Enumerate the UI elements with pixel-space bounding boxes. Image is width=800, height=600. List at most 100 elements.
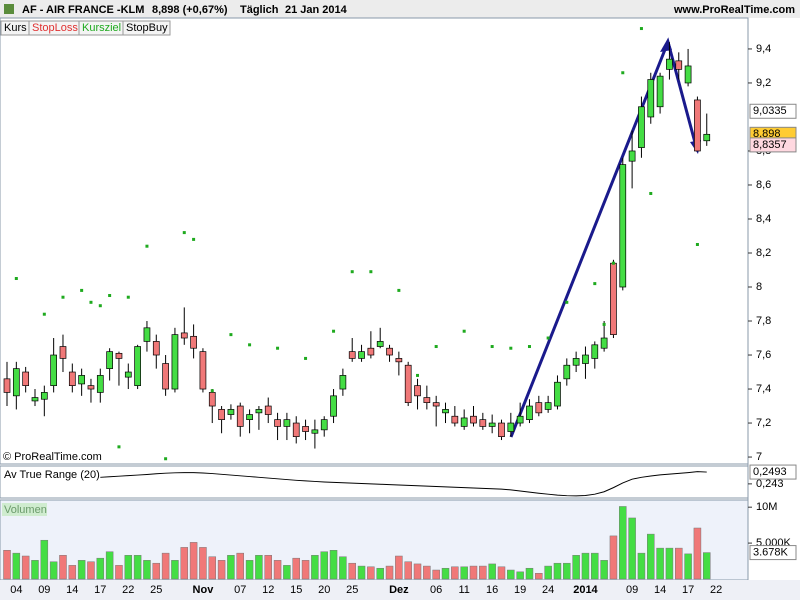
candle-body [302, 426, 309, 432]
kursziel-dot [276, 346, 280, 350]
candle-body [143, 327, 151, 342]
volume-bar [105, 551, 114, 580]
y-tick-label: 9,2 [756, 77, 771, 89]
volume-bar [609, 535, 618, 580]
x-tick-label: 07 [234, 584, 246, 596]
volume-bar [3, 550, 11, 580]
volume-bar [684, 553, 692, 580]
volume-bar [180, 547, 189, 580]
candle-body [78, 375, 85, 385]
volume-bar [572, 555, 580, 580]
volume-bar [376, 567, 384, 580]
candle-body [106, 351, 113, 369]
kursziel-dot [210, 389, 214, 393]
candle-body [320, 419, 328, 431]
candle-body [666, 58, 673, 70]
kursziel-dot [565, 300, 569, 304]
x-tick-label: 14 [654, 584, 666, 596]
value-marker-box [749, 464, 797, 480]
candle-body [190, 335, 197, 349]
volume-bar [395, 555, 403, 580]
kursziel-dot [350, 270, 354, 274]
x-tick-label: 04 [10, 584, 22, 596]
y-tick-label: 8,6 [756, 179, 771, 191]
y-tick-label: 8,2 [756, 247, 771, 259]
candle-body [554, 381, 561, 407]
kursziel-dot [117, 445, 121, 449]
kursziel-dot [42, 312, 46, 316]
candle-body [218, 409, 225, 420]
candle-body [628, 150, 636, 162]
volume-bar [469, 565, 478, 580]
volume-bar [31, 560, 39, 580]
volume-bar [497, 566, 506, 580]
candle-body [339, 375, 347, 390]
candle-body [423, 397, 431, 403]
value-marker-box [749, 137, 797, 153]
candle-body [414, 385, 421, 397]
button-label[interactable]: Kurs [4, 22, 27, 34]
kursziel-dot [108, 294, 112, 298]
volume-bar [553, 562, 562, 580]
volume-bar [367, 566, 375, 580]
y-tick-label: 10M [756, 501, 777, 513]
y-tick-label: 0,243 [756, 478, 784, 490]
y-tick-label: 8,4 [756, 213, 771, 225]
button[interactable] [122, 20, 171, 36]
x-tick-label: 25 [346, 584, 358, 596]
candle-body [180, 332, 188, 339]
value-marker-box [749, 103, 797, 119]
kursziel-dot [182, 231, 186, 235]
volume-bar [283, 565, 291, 580]
x-tick-label: 22 [710, 584, 722, 596]
value-marker-label: 8,898 [753, 128, 781, 140]
button-label[interactable]: StopLoss [32, 22, 78, 34]
kursziel-dot [98, 304, 102, 308]
volume-bar [637, 552, 646, 580]
button-label[interactable]: Kursziel [82, 22, 121, 34]
candle-body [488, 422, 496, 427]
volume-bar [563, 562, 571, 580]
candle-body [22, 371, 30, 386]
candle-body [255, 409, 263, 414]
volume-bar [292, 557, 300, 580]
volume-title: Volumen [4, 504, 47, 516]
volume-bar [96, 557, 105, 580]
volume-bar [619, 506, 627, 580]
kursziel-dot [509, 346, 513, 350]
volume-bar [628, 517, 636, 580]
y-tick-label: 7,6 [756, 349, 771, 361]
volume-title-box [2, 503, 47, 516]
candle-body [600, 337, 608, 349]
volume-bar [133, 555, 142, 580]
volume-bar [68, 565, 77, 580]
atr-line [100, 471, 707, 497]
icon [4, 4, 14, 14]
candle-body [694, 99, 701, 152]
volume-bar [675, 547, 683, 580]
kursziel-dot [397, 288, 401, 292]
volume-bar [647, 533, 655, 580]
candle-body [647, 79, 655, 118]
candle-body [675, 60, 683, 70]
volume-bar [479, 565, 487, 580]
candle-body [162, 363, 169, 390]
button-label[interactable]: StopBuy [126, 22, 168, 34]
kursziel-dot [434, 345, 438, 349]
kursziel-dot [649, 191, 653, 195]
kursziel-dot [462, 329, 466, 333]
candle-body [442, 409, 449, 414]
x-tick-label: 06 [430, 584, 442, 596]
volume-bar [152, 562, 161, 580]
candle-body [479, 419, 487, 427]
volume-bar [544, 565, 552, 580]
candle-body [274, 419, 281, 427]
kursziel-dot [164, 457, 168, 461]
volume-bar [385, 565, 394, 580]
candle-body [367, 347, 375, 356]
candle-body [171, 334, 179, 390]
kursziel-dot [527, 345, 531, 349]
volume-bar [12, 552, 21, 580]
instrument-title: AF - AIR FRANCE -KLM [22, 4, 144, 16]
kursziel-dot [490, 345, 494, 349]
